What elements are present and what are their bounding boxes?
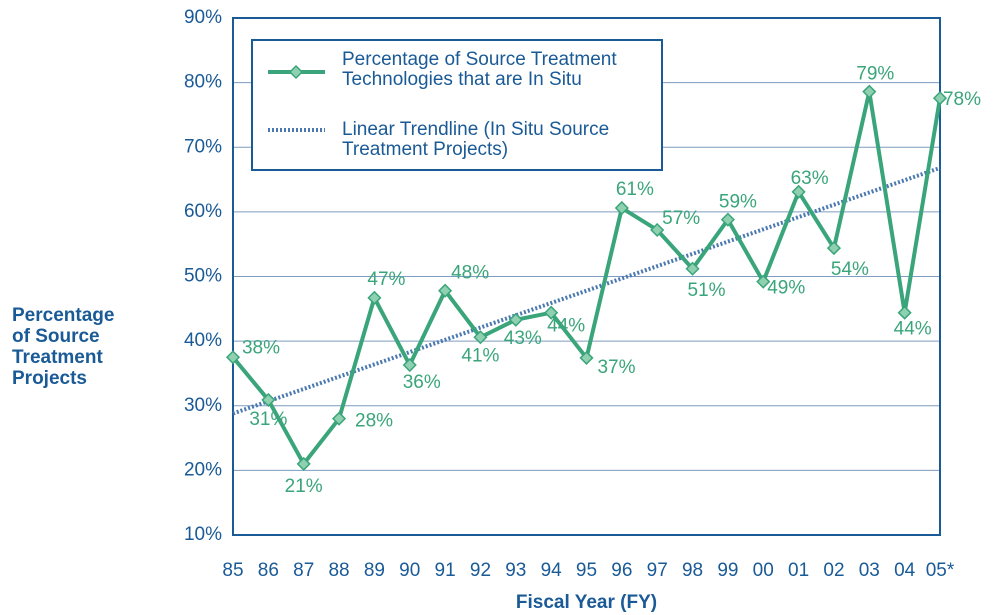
x-tick-label: 87 — [293, 560, 314, 581]
data-point — [331, 411, 347, 426]
y-tick-label: 90% — [184, 7, 222, 28]
y-tick-label: 70% — [184, 136, 222, 157]
data-label: 49% — [767, 278, 805, 299]
data-label: 54% — [831, 259, 869, 280]
data-point — [932, 91, 948, 106]
x-tick-label: 90 — [399, 560, 420, 581]
data-point — [473, 330, 488, 345]
data-label: 47% — [367, 269, 405, 290]
data-point — [367, 290, 382, 305]
x-tick-label: 99 — [717, 560, 738, 581]
x-tick-label: 86 — [258, 560, 279, 581]
data-label: 36% — [403, 372, 441, 393]
data-label: 38% — [242, 337, 280, 358]
x-tick-label: 89 — [364, 560, 385, 581]
data-point — [650, 222, 665, 238]
y-tick-label: 40% — [184, 330, 222, 351]
data-point — [756, 274, 771, 289]
data-label: 31% — [249, 409, 287, 430]
data-label: 59% — [719, 192, 757, 213]
y-axis-label: Percentage of Source Treatment Projects — [12, 305, 115, 389]
data-point — [720, 212, 735, 227]
data-label: 48% — [451, 263, 489, 284]
data-label: 79% — [856, 64, 894, 85]
data-label: 63% — [791, 168, 829, 189]
x-axis-label: Fiscal Year (FY) — [516, 592, 657, 613]
data-point — [579, 350, 594, 365]
y-tick-label: 30% — [184, 395, 222, 416]
legend-label: Percentage of Source Treatment Technolog… — [342, 49, 617, 90]
trendline — [232, 166, 941, 416]
data-point — [614, 200, 629, 216]
legend-label: Linear Trendline (In Situ Source Treatme… — [342, 119, 610, 160]
plot-frame — [232, 17, 941, 536]
x-tick-label: 98 — [682, 560, 703, 581]
legend-marker — [288, 64, 304, 80]
y-tick-label: 50% — [184, 266, 222, 287]
data-point — [508, 312, 523, 327]
data-label: 61% — [616, 179, 654, 200]
x-tick-label: 97 — [647, 560, 668, 581]
x-tick-label: 93 — [505, 560, 526, 581]
x-tick-label: 91 — [435, 560, 456, 581]
x-tick-label: 00 — [753, 560, 774, 581]
data-label: 28% — [355, 411, 393, 432]
x-tick-label: 94 — [541, 560, 563, 581]
data-label: 57% — [662, 208, 700, 229]
x-tick-label: 03 — [859, 560, 880, 581]
x-tick-label: 01 — [788, 560, 809, 581]
y-tick-label: 60% — [184, 201, 222, 222]
x-tick-label: 95 — [576, 560, 597, 581]
y-tick-label: 20% — [184, 459, 222, 480]
y-tick-label: 80% — [184, 72, 222, 93]
x-tick-label: 88 — [328, 560, 349, 581]
data-label: 43% — [504, 328, 542, 349]
data-point — [225, 350, 241, 365]
data-label: 78% — [943, 89, 981, 110]
x-tick-label: 92 — [470, 560, 491, 581]
x-tick-label: 02 — [823, 560, 844, 581]
data-point — [296, 456, 311, 471]
data-label: 41% — [461, 345, 499, 366]
data-point — [544, 305, 559, 320]
data-point — [862, 84, 877, 99]
data-point — [438, 283, 453, 298]
data-label: 44% — [547, 316, 585, 337]
x-tick-label: 96 — [611, 560, 632, 581]
y-tick-label: 10% — [184, 524, 222, 545]
x-tick-label: 04 — [894, 560, 916, 581]
data-point — [791, 184, 806, 199]
data-point — [826, 241, 842, 256]
data-label: 21% — [285, 476, 323, 497]
legend-box — [251, 39, 663, 171]
data-point — [261, 392, 276, 407]
x-tick-label: 85 — [222, 560, 243, 581]
data-label: 51% — [688, 280, 726, 301]
x-tick-label: 05* — [926, 560, 955, 581]
data-point — [685, 261, 700, 276]
data-point — [402, 357, 417, 373]
data-label: 44% — [894, 319, 932, 340]
data-label: 37% — [597, 357, 635, 378]
data-point — [897, 305, 912, 320]
